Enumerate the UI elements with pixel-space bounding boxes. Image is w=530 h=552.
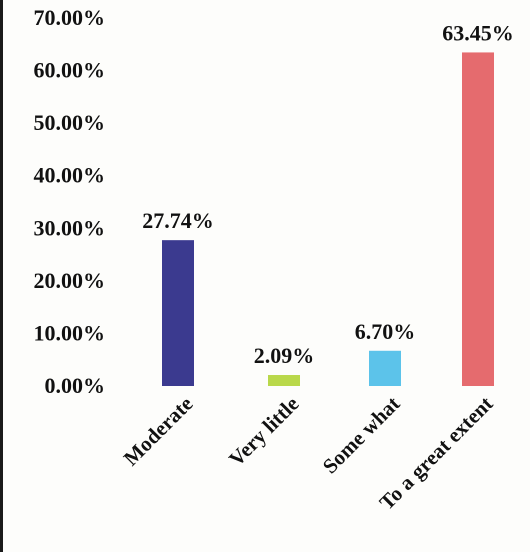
y-tick-label: 40.00% — [34, 163, 106, 188]
value-label: 27.74% — [142, 208, 214, 233]
value-label: 63.45% — [442, 20, 514, 45]
y-tick-label: 30.00% — [34, 215, 106, 240]
category-label: Very little — [224, 392, 304, 472]
value-label: 2.09% — [254, 343, 315, 368]
y-tick-label: 20.00% — [34, 268, 106, 293]
y-tick-label: 50.00% — [34, 110, 106, 135]
bar-moderate — [162, 240, 194, 386]
value-label: 6.70% — [355, 319, 416, 344]
bar-some-what — [369, 350, 401, 386]
y-tick-label: 0.00% — [45, 373, 106, 398]
left-border — [0, 0, 3, 552]
category-label: Some what — [318, 392, 405, 479]
y-tick-label: 60.00% — [34, 58, 106, 83]
bar-very-little — [268, 375, 300, 386]
y-tick-label: 10.00% — [34, 320, 106, 345]
bar-to-a-great-extent — [462, 52, 494, 386]
y-tick-label: 70.00% — [34, 5, 106, 30]
category-label: Moderate — [119, 392, 198, 471]
